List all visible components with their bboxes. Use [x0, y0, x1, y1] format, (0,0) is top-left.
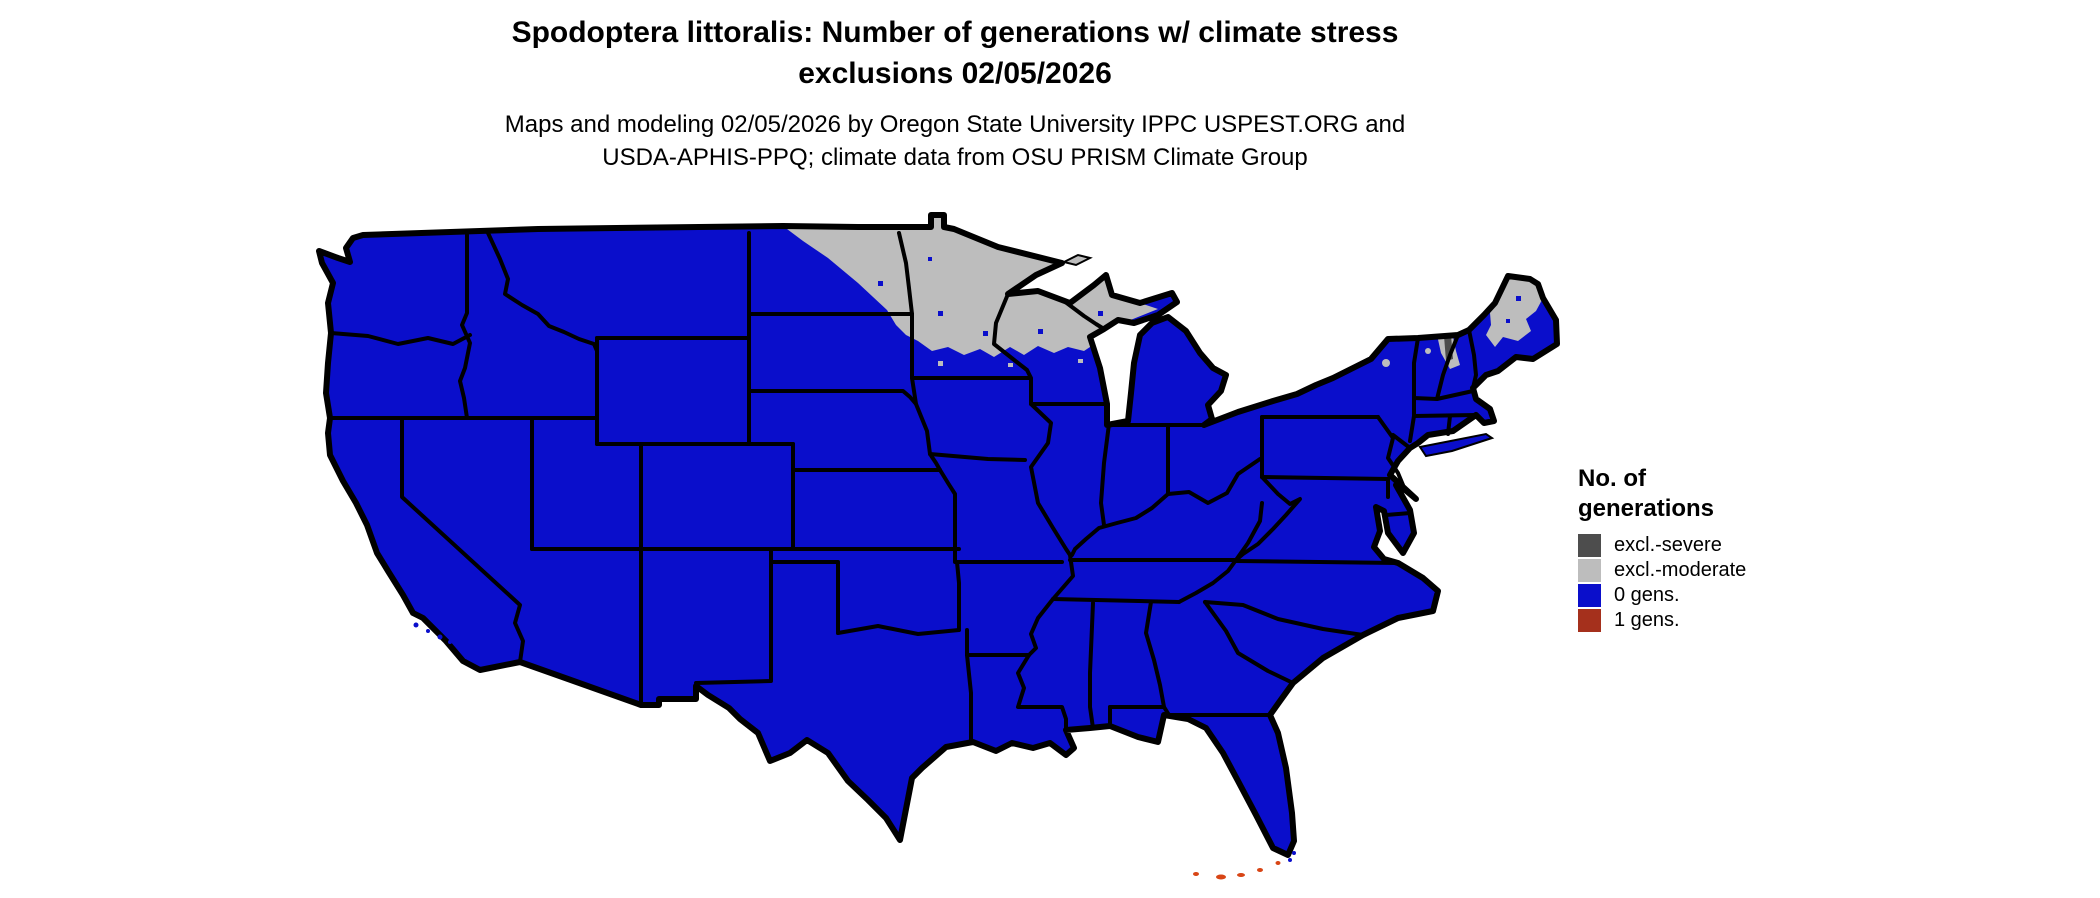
- isle-royale: [1061, 253, 1093, 267]
- border-red-river: [836, 624, 961, 636]
- legend-label-1-gens: 1 gens.: [1614, 609, 1680, 631]
- border-idaho-west: [458, 233, 472, 420]
- border-california-nevada: [400, 416, 525, 664]
- border-louisiana-texas: [965, 653, 973, 744]
- legend-swatch-excl-severe: [1578, 534, 1601, 557]
- map-speck-blue: [1098, 311, 1103, 316]
- border-virginia-northcarolina: [1234, 559, 1400, 565]
- us-map-svg: [238, 163, 1578, 880]
- state-borders: [328, 231, 1478, 744]
- map-region-excl-moderate-north: [783, 215, 1158, 357]
- border-vermont-newhampshire: [1435, 333, 1460, 401]
- legend-label-0-gens: 0 gens.: [1614, 584, 1680, 606]
- keys-dot: [1237, 873, 1245, 877]
- border-wisconsin-michigan: [1062, 299, 1106, 331]
- map-subtitle: Maps and modeling 02/05/2026 by Oregon S…: [155, 108, 1755, 174]
- border-northcarolina-southcarolina: [1203, 600, 1365, 637]
- border-mason-dixon: [1260, 475, 1390, 481]
- keys-dot: [1275, 861, 1281, 865]
- map-title-line-2: exclusions 02/05/2026: [798, 57, 1112, 90]
- legend-row-1-gens: 1 gens.: [1578, 608, 1838, 633]
- legend-swatch-0-gens: [1578, 584, 1601, 607]
- border-illinois-indiana: [1099, 422, 1111, 527]
- border-oklahoma-arkansas: [955, 560, 961, 632]
- map-speck-gray: [1078, 359, 1083, 363]
- keys-dot: [1193, 872, 1199, 876]
- map-title-line-1: Spodoptera littoralis: Number of generat…: [511, 16, 1399, 49]
- map-speck-gray-vermont: [1425, 348, 1431, 354]
- channel-island: [413, 622, 419, 628]
- legend-label-excl-moderate: excl.-moderate: [1614, 559, 1747, 581]
- keys-dot-blue: [1288, 858, 1292, 862]
- legend-row-excl-moderate: excl.-moderate: [1578, 558, 1838, 583]
- map-speck-blue: [938, 311, 943, 316]
- us-map: [238, 163, 1578, 893]
- map-speck-blue: [1038, 329, 1043, 334]
- border-mississippi-alabama: [1088, 601, 1095, 730]
- legend-swatch-1-gens: [1578, 609, 1601, 632]
- map-speck-gray: [1008, 363, 1013, 367]
- border-kentucky-virginia: [1234, 501, 1264, 562]
- border-31n-florida: [1108, 705, 1272, 717]
- border-texas-west: [694, 547, 773, 685]
- map-speck-blue: [878, 281, 883, 286]
- border-alabama-georgia: [1144, 600, 1166, 709]
- keys-dot: [1216, 874, 1226, 880]
- map-subtitle-line-2: USDA-APHIS-PPQ; climate data from OSU PR…: [602, 144, 1308, 171]
- legend-title-line-2: generations: [1578, 495, 1715, 522]
- border-westvirginia: [1234, 475, 1302, 562]
- channel-island: [426, 629, 430, 633]
- border-ohio-river: [1070, 457, 1262, 557]
- border-maryland-virginia-delmarva: [1384, 511, 1412, 517]
- keys-dot: [1257, 868, 1263, 872]
- legend-items: excl.-severe excl.-moderate 0 gens. 1 ge…: [1578, 533, 1838, 633]
- map-speck-blue: [983, 331, 988, 336]
- map-region-florida-keys-1-gen: [1193, 851, 1296, 880]
- border-montana-idaho: [486, 231, 599, 353]
- legend-label-excl-severe: excl.-severe: [1614, 534, 1722, 556]
- border-sd-ne: [747, 389, 918, 406]
- border-georgia-southcarolina: [1203, 600, 1295, 685]
- map-speck-gray: [938, 361, 943, 366]
- border-delaware-river: [1376, 415, 1405, 487]
- channel-island: [437, 634, 443, 640]
- map-speck-blue: [1516, 296, 1521, 301]
- border-massachusetts-north: [1412, 389, 1475, 401]
- channel-island: [448, 640, 452, 644]
- map-speck-blue: [1506, 319, 1510, 323]
- map-title: Spodoptera littoralis: Number of generat…: [155, 12, 1755, 94]
- border-mississippi-river: [992, 292, 1075, 732]
- legend-swatch-excl-moderate: [1578, 559, 1601, 582]
- keys-dot-blue: [1292, 851, 1296, 855]
- long-island: [1418, 432, 1495, 458]
- legend-title-line-1: No. of: [1578, 465, 1646, 492]
- legend-row-0-gens: 0 gens.: [1578, 583, 1838, 608]
- map-speck-gray-adirondacks: [1382, 359, 1390, 367]
- border-iowa-missouri: [928, 452, 1027, 462]
- border-newyork-newjersey: [1391, 433, 1412, 450]
- map-subtitle-line-1: Maps and modeling 02/05/2026 by Oregon S…: [504, 111, 1406, 138]
- border-newhampshire-maine: [1467, 328, 1478, 390]
- border-columbia-river: [329, 331, 472, 346]
- legend: No. of generations excl.-severe excl.-mo…: [1578, 464, 1838, 633]
- border-red-river-north: [897, 231, 914, 316]
- map-speck-blue: [928, 257, 932, 261]
- border-massachusetts-south: [1412, 413, 1478, 418]
- border-35n: [1051, 597, 1181, 604]
- border-ok-panhandle: [769, 560, 840, 635]
- legend-row-excl-severe: excl.-severe: [1578, 533, 1838, 558]
- border-northcarolina-tennessee: [1177, 558, 1238, 604]
